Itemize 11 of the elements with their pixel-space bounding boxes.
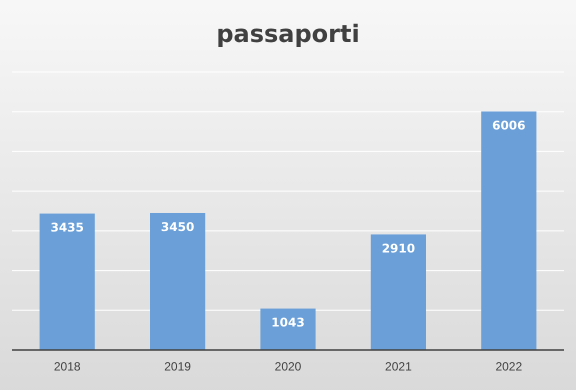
chart-title: passaporti <box>216 20 360 48</box>
data-label: 1043 <box>271 316 305 330</box>
data-label: 3435 <box>50 220 84 235</box>
data-label: 6006 <box>492 118 526 132</box>
x-tick-label: 2019 <box>164 360 192 374</box>
x-tick-label: 2020 <box>274 360 302 374</box>
data-label: 3450 <box>160 220 194 234</box>
data-label: 2910 <box>382 241 416 256</box>
x-tick-label: 2018 <box>54 360 81 374</box>
x-tick-label: 2021 <box>385 360 412 374</box>
x-tick-label: 2022 <box>495 360 522 374</box>
